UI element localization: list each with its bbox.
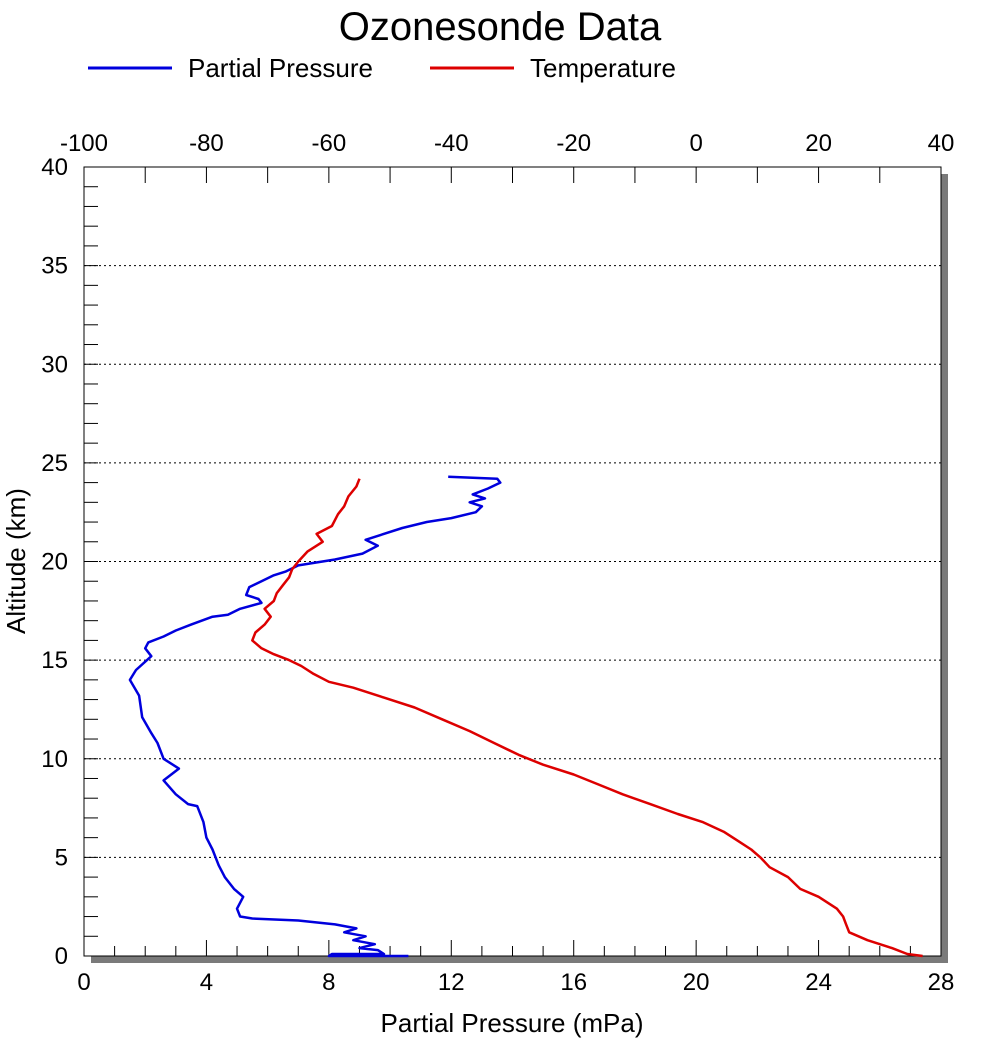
x-top-tick-label: -40 [434, 130, 469, 157]
y-tick-label: 15 [41, 647, 68, 674]
x-bottom-tick-label: 24 [805, 969, 832, 996]
series-line-partial-pressure [128, 475, 502, 958]
legend: Partial Pressure Temperature [88, 53, 676, 83]
chart-title: Ozonesonde Data [339, 5, 662, 49]
y-tick-label: 20 [41, 549, 68, 576]
x-top-tick-label: -100 [60, 130, 108, 157]
y-tick-label: 35 [41, 253, 68, 280]
x-bottom-tick-label: 0 [77, 969, 90, 996]
series-lines [128, 475, 923, 958]
x-axis-title: Partial Pressure (mPa) [381, 1008, 644, 1038]
x-bottom-tick-label: 12 [438, 969, 465, 996]
x-bottom-tick-label: 8 [322, 969, 335, 996]
y-axis-title: Altitude (km) [1, 488, 31, 634]
series-line-temperature [251, 478, 923, 958]
x-bottom-tick-label: 16 [560, 969, 587, 996]
y-tick-label: 25 [41, 450, 68, 477]
y-tick-label: 40 [41, 154, 68, 181]
x-bottom-tick-label: 20 [683, 969, 710, 996]
x-top-tick-label: 20 [805, 130, 832, 157]
y-tick-label: 10 [41, 746, 68, 773]
plot-area [83, 166, 942, 957]
legend-label-temperature: Temperature [530, 53, 676, 83]
x-top-tick-label: -60 [312, 130, 347, 157]
y-tick-label: 0 [55, 943, 68, 970]
legend-label-partial-pressure: Partial Pressure [188, 53, 373, 83]
x-top-tick-label: 0 [689, 130, 702, 157]
x-top-tick-label: -80 [189, 130, 224, 157]
axis-ticks: 0 5 10 15 20 25 30 35 40 0 4 8 12 16 20 24 28 -100 -80 -60 -… [41, 130, 954, 996]
y-tick-label: 5 [55, 844, 68, 871]
y-tick-label: 30 [41, 351, 68, 378]
x-top-tick-label: 40 [928, 130, 955, 157]
x-bottom-tick-label: 4 [200, 969, 213, 996]
x-top-tick-label: -20 [556, 130, 591, 157]
x-bottom-tick-label: 28 [928, 969, 955, 996]
